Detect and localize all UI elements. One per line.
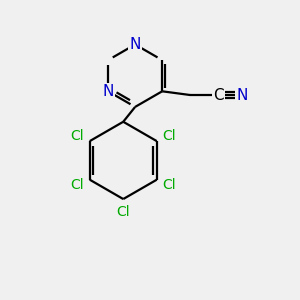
Text: N: N [236,88,248,103]
Text: C: C [213,88,224,103]
Text: Cl: Cl [70,129,84,143]
Text: Cl: Cl [116,205,130,218]
Text: N: N [102,84,114,99]
Text: Cl: Cl [70,178,84,192]
Text: Cl: Cl [162,178,176,192]
Text: Cl: Cl [162,129,176,143]
Text: N: N [130,37,141,52]
